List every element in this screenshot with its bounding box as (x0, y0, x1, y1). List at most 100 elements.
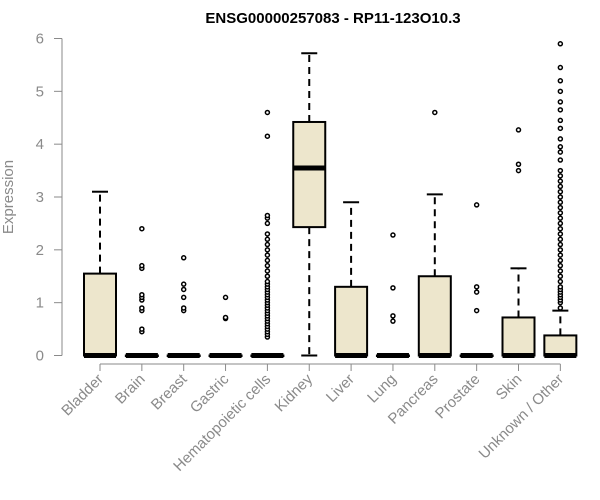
outlier-point (557, 41, 564, 47)
outlier-point (557, 149, 564, 155)
x-tick-label: Prostate (432, 371, 484, 423)
outlier-point (390, 232, 396, 238)
outlier-point (264, 247, 271, 253)
outlier-point (432, 109, 438, 116)
box-unknown-other (543, 41, 578, 358)
box-body (501, 316, 536, 357)
outlier-point (557, 257, 564, 264)
outlier-point (557, 284, 564, 290)
x-tick-label: Brain (112, 371, 149, 408)
outlier-point (473, 307, 480, 314)
x-tick-label: Liver (323, 371, 358, 406)
outlier-point (557, 167, 564, 174)
outlier-point (473, 284, 480, 290)
outlier-point (264, 278, 271, 285)
x-tick-label: Kidney (272, 370, 317, 415)
outlier-point (139, 225, 145, 232)
outlier-point (557, 136, 564, 142)
outlier-point (557, 157, 564, 163)
box-body (417, 275, 452, 357)
box-breast (166, 255, 201, 358)
outlier-point (557, 305, 564, 311)
outlier-point (557, 231, 564, 237)
y-axis-label: Expression (0, 160, 17, 234)
outlier-point (557, 64, 564, 71)
box-body (292, 120, 327, 229)
outlier-point (557, 117, 564, 124)
outlier-point (557, 183, 564, 190)
outlier-point (180, 305, 187, 311)
outlier-point (557, 215, 564, 221)
y-tick-label: 5 (36, 83, 44, 100)
y-tick-label: 2 (36, 242, 44, 259)
y-tick-label: 6 (36, 31, 44, 48)
y-tick-label: 4 (36, 136, 44, 153)
box-body (334, 285, 369, 357)
outlier-point (264, 252, 271, 258)
outlier-point (264, 133, 271, 139)
y-tick-label: 3 (36, 189, 44, 206)
outlier-point (264, 212, 271, 219)
outlier-point (139, 326, 145, 332)
box-prostate (459, 202, 494, 358)
outlier-point (515, 167, 522, 174)
outlier-point (557, 188, 564, 195)
box-bladder (83, 190, 117, 358)
outlier-point (264, 257, 271, 264)
outlier-point (557, 144, 564, 150)
outlier-point (557, 210, 564, 216)
outlier-point (557, 199, 564, 206)
outlier-point (557, 178, 564, 184)
outlier-point (473, 289, 480, 295)
chart-title: ENSG00000257083 - RP11-123O10.3 (205, 10, 460, 27)
outlier-point (139, 291, 145, 298)
x-tick-label: Breast (148, 370, 191, 413)
outlier-point (264, 109, 271, 116)
outlier-point (264, 273, 271, 279)
outlier-point (557, 273, 564, 279)
outlier-point (515, 161, 522, 167)
outlier-point (557, 268, 564, 274)
box-hematopoietic-cells (250, 109, 285, 358)
outlier-point (264, 236, 271, 243)
outlier-point (557, 241, 564, 248)
outlier-point (264, 262, 271, 269)
y-tick-label: 0 (36, 348, 44, 365)
box-body (83, 272, 117, 357)
box-lung (375, 232, 410, 358)
outlier-point (557, 262, 564, 269)
box-brain (124, 225, 159, 358)
box-pancreas (417, 109, 452, 358)
outlier-point (557, 78, 564, 84)
outlier-point (557, 225, 564, 232)
x-tick-label: Bladder (58, 371, 107, 420)
x-tick-label: Skin (493, 371, 526, 404)
y-tick-label: 1 (36, 295, 44, 312)
outlier-point (557, 88, 564, 95)
outlier-point (264, 231, 271, 237)
box-gastric (208, 294, 243, 358)
outlier-point (473, 202, 480, 208)
outlier-point (557, 204, 564, 211)
outlier-point (557, 252, 564, 258)
outlier-point (557, 236, 564, 243)
outlier-point (515, 127, 522, 133)
outlier-point (557, 220, 564, 227)
box-skin (501, 127, 536, 358)
y-axis: 0 1 2 3 4 5 6 (36, 31, 63, 365)
outlier-point (264, 220, 271, 227)
outlier-point (264, 241, 271, 248)
outlier-point (264, 268, 271, 274)
outlier-point (222, 294, 229, 301)
outlier-point (139, 262, 145, 269)
outlier-point (557, 107, 564, 113)
box-liver (334, 201, 369, 358)
outlier-point (557, 173, 564, 179)
box-body (543, 334, 578, 357)
outlier-point (557, 278, 564, 285)
outlier-point (390, 285, 396, 291)
outlier-point (180, 255, 187, 261)
outlier-point (139, 305, 145, 311)
